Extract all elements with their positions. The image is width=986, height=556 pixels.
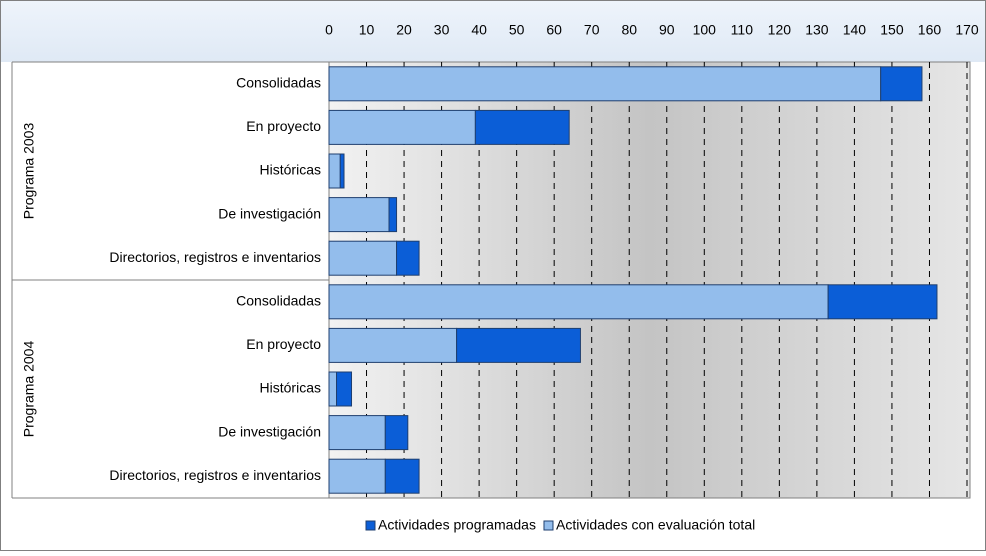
x-tick-label: 40 (471, 22, 487, 38)
x-tick-label: 110 (731, 22, 754, 38)
x-tick-label: 20 (396, 22, 412, 38)
x-tick-label: 120 (768, 22, 792, 38)
x-tick-label: 160 (918, 22, 942, 38)
y-tick-label: Directorios, registros e inventarios (109, 249, 321, 265)
x-tick-label: 150 (880, 22, 904, 38)
bar-segment (339, 153, 345, 189)
bar-segment (328, 240, 398, 276)
bar-segment (384, 415, 409, 451)
bar-segment (328, 371, 338, 407)
x-tick-label: 0 (325, 22, 333, 38)
y-tick-label: Consolidadas (236, 75, 321, 91)
legend-label: Actividades programadas (378, 517, 536, 533)
bar-segment (328, 109, 476, 145)
bar-segment (336, 371, 353, 407)
x-tick-label: 100 (693, 22, 717, 38)
bar-segment (456, 327, 581, 363)
legend-swatch (365, 520, 376, 531)
legend-label: Actividades con evaluación total (556, 517, 755, 533)
y-tick-label: En proyecto (246, 118, 321, 134)
bar-segment (880, 66, 923, 102)
y-tick-label: Históricas (260, 162, 321, 178)
x-tick-label: 130 (805, 22, 829, 38)
x-tick-label: 70 (584, 22, 600, 38)
bar-segment (328, 153, 341, 189)
header-band (1, 1, 985, 62)
bar-segment (388, 197, 398, 233)
x-tick-label: 30 (434, 22, 450, 38)
x-tick-label: 140 (843, 22, 867, 38)
bar-segment (328, 284, 829, 320)
bar-segment (384, 458, 420, 494)
bar-segment (328, 327, 458, 363)
y-tick-label: Directorios, registros e inventarios (109, 467, 321, 483)
legend-swatch (543, 520, 554, 531)
x-tick-label: 60 (546, 22, 562, 38)
group-label: Programa 2003 (21, 123, 37, 220)
bar-segment (474, 109, 570, 145)
x-tick-label: 90 (659, 22, 675, 38)
y-tick-label: Consolidadas (236, 293, 321, 309)
bar-segment (827, 284, 938, 320)
x-tick-label: 10 (359, 22, 375, 38)
bar-segment (328, 197, 390, 233)
y-tick-label: De investigación (218, 205, 321, 221)
y-tick-label: Históricas (260, 380, 321, 396)
x-tick-label: 170 (955, 22, 979, 38)
bar-segment (328, 66, 882, 102)
bar-segment (396, 240, 420, 276)
bar-segment (328, 458, 386, 494)
y-tick-label: En proyecto (246, 336, 321, 352)
y-tick-label: De investigación (218, 423, 321, 439)
group-label: Programa 2004 (21, 341, 37, 438)
x-tick-label: 50 (509, 22, 525, 38)
bar-segment (328, 415, 386, 451)
x-tick-label: 80 (621, 22, 637, 38)
